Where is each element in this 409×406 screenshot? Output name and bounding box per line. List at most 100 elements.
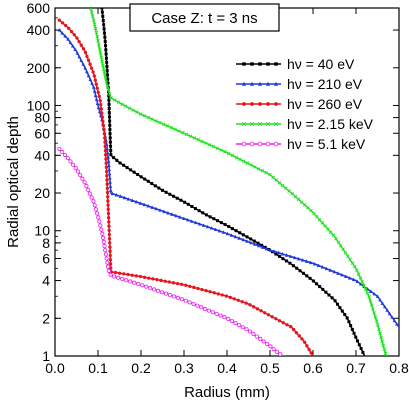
series-point [315,282,319,286]
series-point [372,291,377,296]
series-point [108,140,112,144]
series-point [124,278,129,283]
x-tick-label: 0.8 [389,360,409,376]
series-point [387,311,392,316]
series-point [158,208,162,212]
series-point [102,244,107,249]
series-point [154,119,158,123]
series-point [85,54,89,59]
series-point [125,166,129,170]
y-tick-label: 600 [27,0,51,16]
series-point [321,287,325,291]
legend-marker [266,62,270,66]
series-point [162,209,166,214]
series-point [157,186,161,190]
legend-marker [274,102,278,106]
series-point [103,144,107,149]
series-point [90,81,94,85]
series-point [392,318,397,323]
legend-marker [273,141,279,147]
series-point [108,258,113,262]
series-point [104,52,108,56]
series-point [105,174,109,178]
series-point [291,264,295,268]
series-point [228,295,232,300]
series-point [197,209,201,213]
series-point [274,178,279,182]
series-point [208,290,212,294]
series-point [268,172,272,177]
series-point [226,316,231,322]
series-point [100,111,104,115]
series-point [185,217,190,222]
chart-title: Case Z: t = 3 ns [151,10,257,27]
series-point [120,102,124,107]
series-point [100,115,105,119]
series-point [106,88,111,92]
legend-marker [257,81,263,86]
x-tick-label: 0.2 [131,360,151,376]
series-point [71,44,75,48]
series-point [395,322,399,326]
series-point [287,189,291,193]
series-point [281,257,285,261]
series-point [245,239,249,243]
legend-entry: hν = 210 eV [236,76,363,92]
series-point [229,233,234,237]
series-point [236,298,240,302]
series-point [155,278,159,282]
series-point [57,28,62,32]
series-point [108,245,112,249]
y-tick-label: 10 [34,223,50,239]
series-point [136,281,141,287]
series-point [205,224,210,229]
series-point [216,219,220,223]
legend-marker [258,102,262,106]
legend-marker [273,81,279,86]
series-point [138,274,143,279]
series-point [293,194,298,199]
series-point [320,265,325,269]
series-point [350,327,354,331]
series-point [197,222,202,226]
series-point [108,175,112,180]
series-point [82,180,87,185]
series-point [369,289,373,293]
series-point [297,334,301,338]
series-point [83,50,88,55]
series-point [374,319,379,323]
series-point [108,136,112,140]
series-point [103,136,107,140]
series-point [381,343,386,348]
series-point [64,23,68,28]
series-point [107,228,111,232]
series-point [204,213,208,217]
series-point [263,245,267,249]
series-point [101,19,105,23]
series-point [280,183,285,188]
series-point [109,148,113,152]
series-point [84,183,89,189]
series-point [308,276,312,280]
series-point [359,347,363,351]
y-tick-label: 4 [42,273,50,289]
series-point [150,117,154,122]
series-point [138,201,143,205]
x-tick-label: 0.1 [88,360,108,376]
series-point [260,168,265,173]
series-point [390,315,394,319]
series-point [352,331,356,335]
series-point [290,191,295,196]
series-point [332,269,336,274]
legend-marker [274,62,278,66]
series-point [288,261,292,265]
series-point [330,296,334,300]
series-point [146,179,150,183]
series-point [126,197,131,201]
y-tick-label: 2 [42,310,50,326]
series-point [336,240,341,245]
series-point [241,159,246,164]
legend: hν = 40 eV hν = 210 eV hν = 260 eV hν = 2.1… [236,56,374,152]
series-point [134,274,138,278]
series-point [106,81,110,85]
